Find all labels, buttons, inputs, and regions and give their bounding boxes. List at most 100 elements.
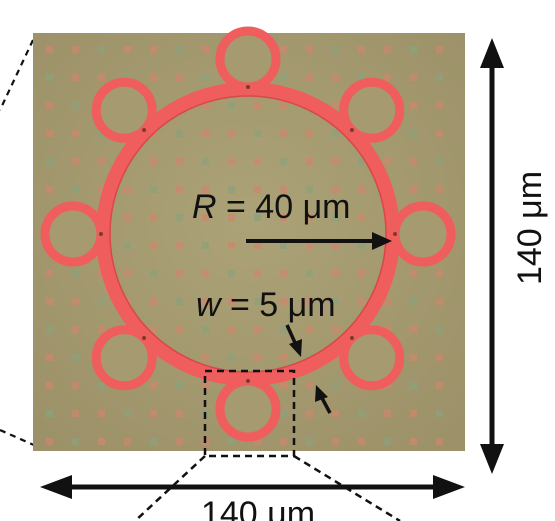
substrate-dot bbox=[280, 326, 287, 333]
substrate-dot bbox=[176, 186, 183, 193]
substrate-dot bbox=[280, 130, 287, 137]
width-arrow-lower-icon bbox=[320, 397, 332, 414]
substrate-dot bbox=[306, 130, 313, 137]
substrate-dot bbox=[280, 382, 287, 389]
substrate-dot bbox=[332, 242, 339, 249]
substrate-dot bbox=[176, 410, 183, 417]
substrate-dot bbox=[202, 382, 209, 389]
substrate-dot bbox=[228, 242, 235, 249]
substrate-dot bbox=[332, 326, 339, 333]
substrate-dot bbox=[72, 46, 79, 53]
substrate-dot bbox=[98, 46, 105, 53]
horizontal-scale-arrowhead-right bbox=[433, 475, 465, 499]
substrate-dot bbox=[150, 74, 157, 81]
substrate-dot bbox=[384, 46, 391, 53]
substrate-dot bbox=[410, 102, 417, 109]
substrate-dot bbox=[358, 298, 365, 305]
substrate-dot bbox=[150, 242, 157, 249]
substrate-dot bbox=[436, 410, 443, 417]
substrate-dot bbox=[358, 186, 365, 193]
ring-gap bbox=[99, 232, 103, 236]
substrate-dot bbox=[254, 298, 261, 305]
substrate-dot bbox=[150, 270, 157, 277]
substrate-dot bbox=[72, 74, 79, 81]
substrate-dot bbox=[280, 46, 287, 53]
substrate-dot bbox=[124, 214, 131, 221]
substrate-dot bbox=[254, 186, 261, 193]
substrate-dot bbox=[150, 438, 157, 445]
substrate-dot bbox=[280, 270, 287, 277]
coupled-small-ring bbox=[215, 376, 281, 442]
substrate-dot bbox=[410, 74, 417, 81]
substrate-dot bbox=[202, 46, 209, 53]
substrate-dot bbox=[306, 270, 313, 277]
substrate-dot bbox=[150, 326, 157, 333]
substrate-dot bbox=[124, 74, 131, 81]
substrate-dot bbox=[202, 74, 209, 81]
substrate-dot bbox=[306, 74, 313, 81]
substrate-dot bbox=[410, 298, 417, 305]
coupled-small-ring bbox=[339, 325, 405, 391]
substrate-dot bbox=[332, 298, 339, 305]
substrate-dot bbox=[124, 270, 131, 277]
substrate-dot bbox=[436, 186, 443, 193]
substrate-dot bbox=[98, 326, 105, 333]
substrate-dot bbox=[358, 410, 365, 417]
substrate-dot bbox=[150, 214, 157, 221]
substrate-dot bbox=[306, 158, 313, 165]
radius-value: = 40 μm bbox=[217, 188, 351, 226]
substrate-dot bbox=[202, 130, 209, 137]
substrate-dot bbox=[150, 186, 157, 193]
substrate-dot bbox=[72, 438, 79, 445]
ring-resonator bbox=[40, 26, 456, 442]
substrate-dot bbox=[202, 186, 209, 193]
substrate-dot bbox=[280, 438, 287, 445]
substrate-dot bbox=[436, 102, 443, 109]
substrate-dot bbox=[358, 46, 365, 53]
substrate-dot bbox=[72, 158, 79, 165]
substrate-dot bbox=[254, 158, 261, 165]
substrate-dot bbox=[332, 130, 339, 137]
substrate-dot bbox=[358, 74, 365, 81]
substrate-dot bbox=[306, 186, 313, 193]
substrate-dot bbox=[98, 410, 105, 417]
substrate-dot bbox=[436, 326, 443, 333]
substrate-dot bbox=[358, 242, 365, 249]
substrate-dot bbox=[358, 270, 365, 277]
substrate-dot bbox=[46, 102, 53, 109]
substrate-dot bbox=[306, 298, 313, 305]
substrate-dot bbox=[254, 270, 261, 277]
radius-label: R = 40 μm bbox=[192, 188, 351, 226]
substrate-dot bbox=[124, 242, 131, 249]
substrate-dot bbox=[202, 326, 209, 333]
ring-gap bbox=[142, 335, 147, 340]
vertical-scale-arrowhead-bottom bbox=[480, 444, 504, 474]
substrate-dot bbox=[228, 130, 235, 137]
substrate-dot bbox=[46, 130, 53, 137]
substrate-dot bbox=[332, 270, 339, 277]
substrate-dot bbox=[436, 354, 443, 361]
substrate-dot bbox=[202, 242, 209, 249]
substrate-dot bbox=[176, 214, 183, 221]
radius-arrowhead bbox=[372, 232, 392, 250]
substrate-dot bbox=[72, 130, 79, 137]
width-symbol: w bbox=[196, 286, 223, 324]
substrate-dot bbox=[384, 438, 391, 445]
substrate-dot bbox=[98, 298, 105, 305]
zoom-guide-line-upper bbox=[0, 39, 34, 111]
substrate-dot bbox=[384, 410, 391, 417]
substrate-dot bbox=[306, 326, 313, 333]
substrate-dot bbox=[72, 326, 79, 333]
substrate-dot bbox=[332, 382, 339, 389]
substrate-dot bbox=[332, 438, 339, 445]
substrate-dot bbox=[98, 74, 105, 81]
substrate-dot bbox=[72, 382, 79, 389]
substrate-dot bbox=[436, 158, 443, 165]
substrate-dot bbox=[410, 186, 417, 193]
substrate-dot bbox=[254, 214, 261, 221]
substrate-dot bbox=[306, 214, 313, 221]
substrate-dot bbox=[202, 102, 209, 109]
substrate-dot bbox=[150, 46, 157, 53]
substrate-dot bbox=[254, 326, 261, 333]
substrate-dot bbox=[436, 74, 443, 81]
